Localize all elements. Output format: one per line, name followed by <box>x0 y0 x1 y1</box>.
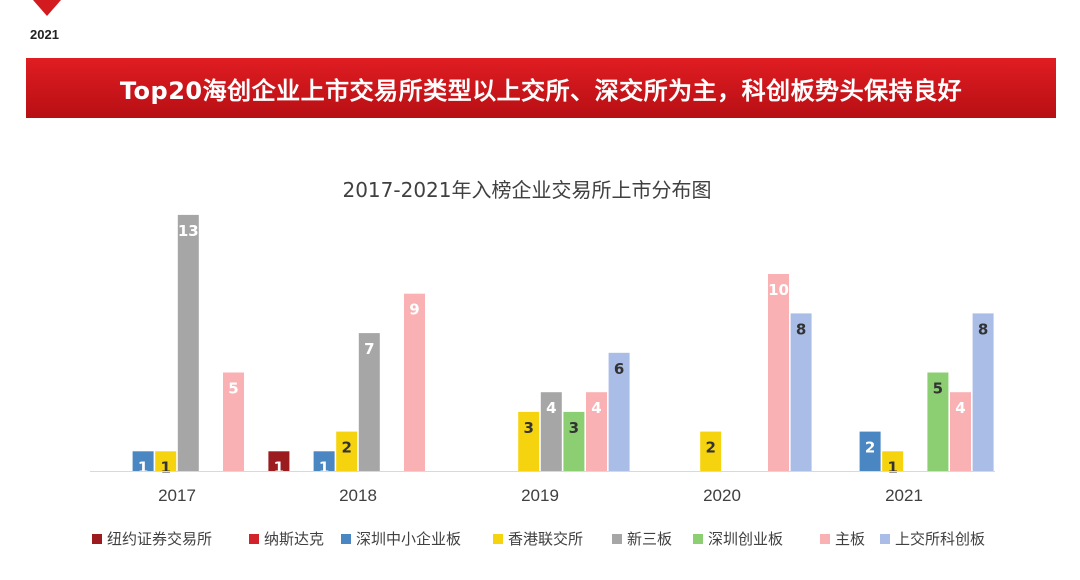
x-tick-label: 2021 <box>885 486 923 505</box>
bar <box>518 411 540 471</box>
legend-label: 香港联交所 <box>508 530 583 548</box>
bar <box>768 274 789 471</box>
legend-swatch <box>341 534 351 544</box>
bar <box>586 392 607 471</box>
bar-value-label: 4 <box>591 399 601 417</box>
bars-layer <box>132 214 994 471</box>
bar <box>608 352 630 471</box>
title-banner: Top20海创企业上市交易所类型以上交所、深交所为主，科创板势头保持良好 <box>26 58 1056 118</box>
legend-label: 主板 <box>835 530 865 548</box>
bar-value-label: 8 <box>796 320 806 338</box>
bar-value-label: 10 <box>768 281 789 299</box>
bar-value-label: 7 <box>364 340 374 358</box>
legend-swatch <box>612 534 622 544</box>
bar-value-label: 4 <box>546 399 556 417</box>
bar-value-label: 1 <box>160 458 170 476</box>
bar-value-label: 2 <box>865 439 875 457</box>
legend-item: 深圳中小企业板 <box>341 530 461 548</box>
bar <box>313 451 335 471</box>
bar <box>132 451 154 471</box>
bar-value-label: 2 <box>705 439 715 457</box>
bar-value-label: 6 <box>614 360 624 378</box>
legend-swatch <box>249 534 259 544</box>
bar-value-label: 1 <box>319 458 329 476</box>
bar-value-label: 5 <box>933 380 943 398</box>
legend-item: 深圳创业板 <box>693 530 783 548</box>
x-tick-label: 2019 <box>521 486 559 505</box>
bar-value-label: 2 <box>341 439 351 457</box>
bar-value-label: 4 <box>955 399 965 417</box>
bar <box>223 372 244 471</box>
legend-swatch <box>493 534 503 544</box>
legend: 纽约证券交易所 纳斯达克 深圳中小企业板 香港联交所 新三板 深圳创业板 主板 上交所科创板 <box>92 530 985 548</box>
bar <box>927 372 949 471</box>
bar <box>882 451 904 471</box>
corner-marker: 2021 <box>30 0 66 44</box>
banner-title: Top20海创企业上市交易所类型以上交所、深交所为主，科创板势头保持良好 <box>119 76 963 105</box>
bar-value-label: 1 <box>887 458 897 476</box>
bar-value-label: 9 <box>409 301 419 319</box>
legend-swatch <box>693 534 703 544</box>
legend-item: 纳斯达克 <box>249 530 324 548</box>
bar <box>700 431 722 471</box>
x-axis: 2017 2018 2019 2020 2021 <box>90 471 995 505</box>
bar-value-label: 3 <box>523 419 533 437</box>
bar <box>972 313 994 471</box>
bar <box>563 411 585 471</box>
x-tick-label: 2017 <box>158 486 196 505</box>
legend-label: 上交所科创板 <box>895 530 985 548</box>
legend-item: 上交所科创板 <box>880 530 985 548</box>
legend-label: 纳斯达克 <box>264 530 324 548</box>
bar <box>177 214 199 471</box>
bar <box>790 313 812 471</box>
corner-year: 2021 <box>30 27 59 42</box>
x-tick-label: 2018 <box>339 486 377 505</box>
legend-label: 新三板 <box>627 530 672 548</box>
bar <box>540 392 562 471</box>
chart-title: 2017-2021年入榜企业交易所上市分布图 <box>342 178 711 202</box>
bar <box>268 451 290 471</box>
bar-value-label: 8 <box>978 320 988 338</box>
legend-label: 纽约证券交易所 <box>107 530 212 548</box>
triangle-icon <box>33 0 61 16</box>
legend-swatch <box>92 534 102 544</box>
bar-value-label: 1 <box>274 458 284 476</box>
bar <box>404 293 425 471</box>
legend-label: 深圳中小企业板 <box>356 530 461 548</box>
bar <box>336 431 358 471</box>
legend-item: 新三板 <box>612 530 672 548</box>
legend-item: 纽约证券交易所 <box>92 530 212 548</box>
legend-swatch <box>820 534 830 544</box>
bar <box>358 333 380 471</box>
bar <box>859 431 881 471</box>
bar <box>155 451 177 471</box>
bar-value-label: 13 <box>178 222 199 240</box>
bar-value-label: 3 <box>569 419 579 437</box>
bar <box>950 392 971 471</box>
legend-item: 香港联交所 <box>493 530 583 548</box>
x-tick-label: 2020 <box>703 486 741 505</box>
bar-value-label: 5 <box>228 380 238 398</box>
legend-label: 深圳创业板 <box>708 530 783 548</box>
bar-value-label: 1 <box>138 458 148 476</box>
legend-swatch <box>880 534 890 544</box>
legend-item: 主板 <box>820 530 865 548</box>
